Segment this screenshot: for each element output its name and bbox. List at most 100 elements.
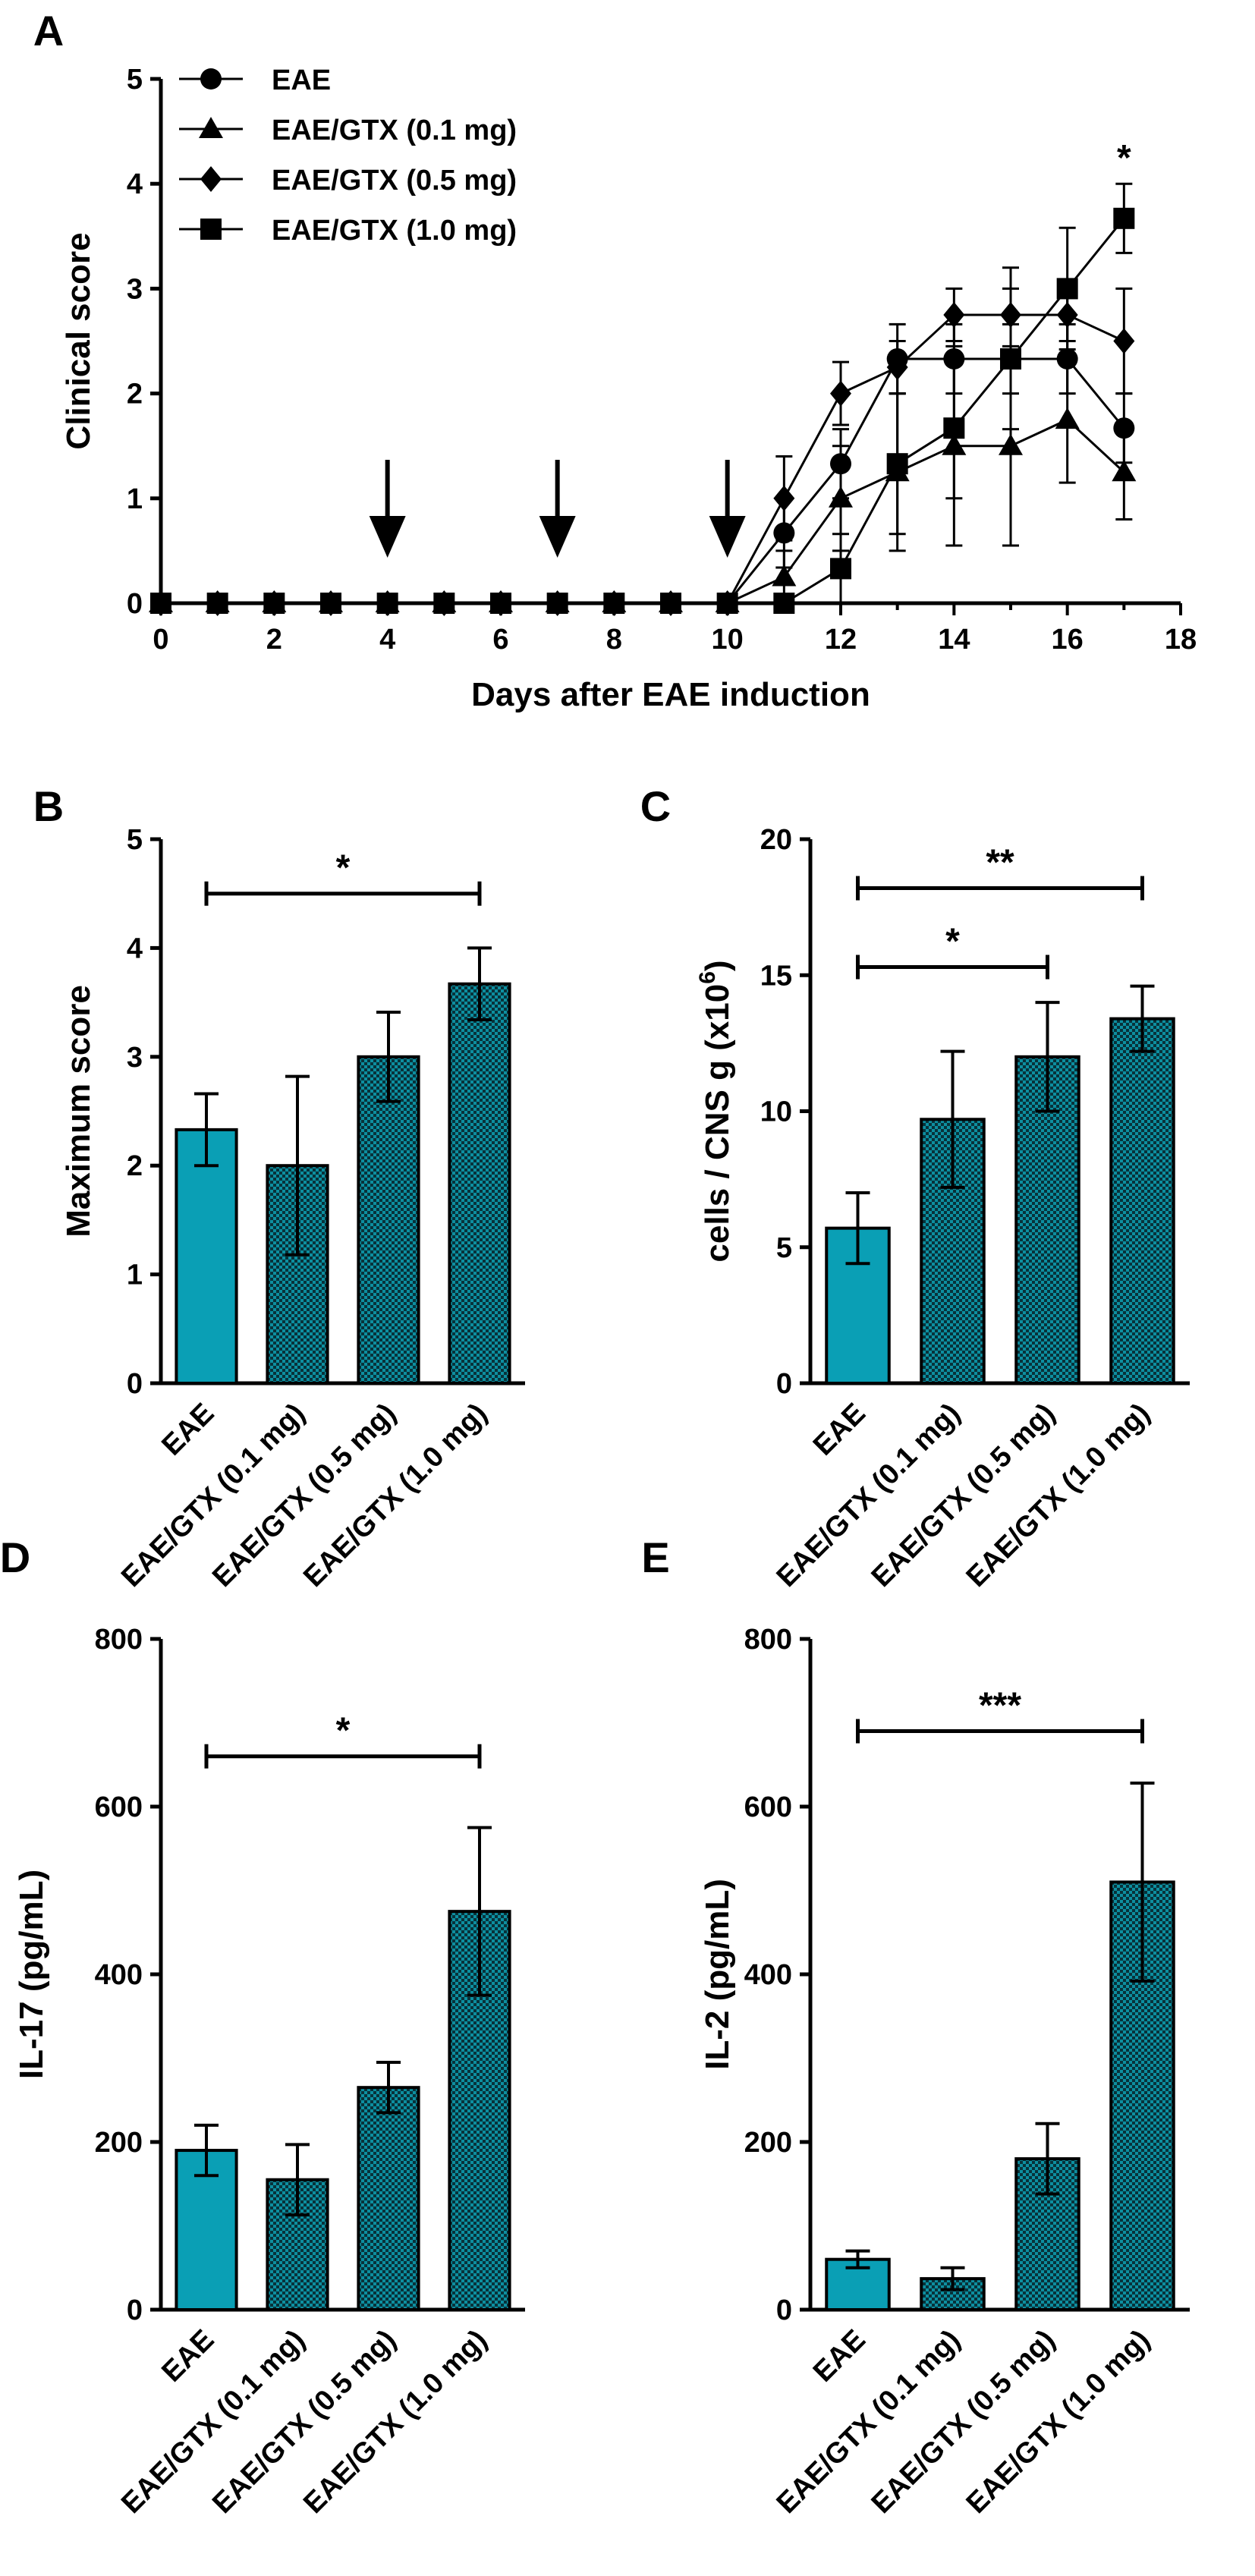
data-point-square	[886, 453, 908, 475]
y-axis-title-close-c: )	[699, 960, 736, 971]
y-tick-label-c: 10	[760, 1096, 792, 1128]
data-point-square	[1000, 348, 1021, 370]
x-tick-label-c: EAE/GTX (0.1 mg)	[771, 1398, 967, 1593]
x-tick-label-c: EAE/GTX (1.0 mg)	[961, 1398, 1156, 1593]
treatment-arrow-head	[369, 516, 406, 558]
data-point-square	[660, 593, 681, 614]
x-tick-label-e: EAE/GTX (0.5 mg)	[866, 2324, 1062, 2520]
y-tick-label-a: 2	[127, 379, 143, 410]
y-tick-label-c: 15	[760, 960, 792, 992]
data-point-square	[830, 558, 851, 580]
x-tick-label-e: EAE/GTX (0.1 mg)	[771, 2324, 967, 2520]
significance-star-e: ***	[979, 1686, 1021, 1726]
y-tick-label-e: 600	[744, 1791, 792, 1823]
x-tick-label-e: EAE/GTX (1.0 mg)	[961, 2324, 1156, 2520]
x-tick-label-a: 0	[153, 624, 168, 656]
bar-d	[357, 2086, 420, 2312]
y-tick-label-d: 400	[95, 1959, 143, 1991]
y-axis-title-sup-c: 6	[695, 971, 720, 984]
series-line-3	[161, 217, 1125, 605]
y-tick-label-d: 0	[127, 2294, 143, 2326]
data-point-diamond	[773, 485, 795, 511]
data-point-triangle	[772, 565, 797, 587]
data-point-diamond	[886, 354, 908, 381]
y-axis-title-e: IL-2 (pg/mL)	[699, 1879, 736, 2070]
y-tick-label-d: 600	[95, 1791, 143, 1823]
y-tick-label-b: 1	[127, 1260, 143, 1291]
y-tick-label-b: 2	[127, 1150, 143, 1182]
panel-letter-d: D	[0, 1533, 30, 1581]
legend-marker-circle	[200, 68, 222, 90]
y-tick-label-a: 3	[127, 273, 143, 305]
y-tick-label-a: 1	[127, 483, 143, 515]
y-tick-label-c: 5	[776, 1232, 792, 1264]
data-point-square	[943, 417, 965, 439]
data-point-triangle	[1055, 407, 1080, 429]
y-tick-label-a: 0	[127, 588, 143, 620]
y-tick-label-e: 800	[744, 1624, 792, 1656]
legend-marker-square	[200, 219, 222, 240]
x-tick-label-a: 2	[266, 624, 282, 656]
significance-star-b: *	[336, 848, 351, 889]
data-point-square	[546, 593, 568, 614]
y-tick-label-b: 0	[127, 1368, 143, 1400]
y-axis-title-b: Maximum score	[60, 985, 97, 1238]
bar-b	[448, 982, 511, 1386]
x-tick-label-c: EAE	[807, 1398, 872, 1462]
bar-b	[357, 1055, 420, 1386]
y-tick-label-b: 3	[127, 1042, 143, 1074]
y-axis-title-c: cells / CNS g (x106)	[695, 960, 736, 1262]
treatment-arrow-head	[709, 516, 746, 558]
data-point-diamond	[943, 301, 965, 328]
x-tick-label-b: EAE	[156, 1398, 220, 1462]
data-point-square	[320, 593, 341, 614]
y-tick-label-c: 20	[760, 824, 792, 856]
y-tick-label-a: 5	[127, 64, 143, 96]
legend-label: EAE/GTX (1.0 mg)	[272, 215, 517, 247]
x-tick-label-e: EAE	[807, 2324, 872, 2389]
series-line-1	[161, 418, 1125, 605]
x-axis-title-a: Days after EAE induction	[471, 676, 870, 713]
panel-letter-e: E	[641, 1533, 669, 1581]
x-tick-label-d: EAE	[156, 2324, 220, 2389]
panel-letter-a: A	[33, 7, 64, 55]
legend-label: EAE	[272, 64, 331, 96]
significance-star-c: *	[945, 921, 960, 961]
data-point-triangle	[999, 433, 1023, 455]
y-tick-label-a: 4	[127, 168, 143, 200]
data-point-square	[603, 593, 625, 614]
data-point-triangle	[1112, 460, 1137, 482]
y-axis-title-d: IL-17 (pg/mL)	[13, 1870, 50, 2079]
data-point-square	[490, 593, 511, 614]
y-tick-label-d: 200	[95, 2127, 143, 2159]
y-tick-label-b: 4	[127, 933, 143, 964]
panel-letter-c: C	[640, 782, 671, 830]
data-point-square	[773, 593, 795, 614]
bar-c	[1109, 1017, 1175, 1385]
data-point-square	[433, 593, 455, 614]
data-point-square	[376, 593, 398, 614]
data-point-square	[263, 593, 285, 614]
x-tick-label-a: 8	[606, 624, 622, 656]
x-tick-label-a: 18	[1165, 624, 1197, 656]
y-tick-label-e: 0	[776, 2294, 792, 2326]
panel-letter-b: B	[33, 782, 64, 830]
x-tick-label-a: 12	[825, 624, 857, 656]
data-point-diamond	[1113, 328, 1135, 354]
bar-b	[175, 1128, 238, 1386]
data-point-square	[716, 593, 738, 614]
y-tick-label-b: 5	[127, 824, 143, 856]
significance-star-a: *	[1117, 138, 1131, 178]
y-tick-label-e: 200	[744, 2127, 792, 2159]
legend-label: EAE/GTX (0.1 mg)	[272, 115, 517, 146]
significance-star-c: **	[986, 843, 1014, 883]
treatment-arrow-head	[539, 516, 576, 558]
x-tick-label-a: 16	[1052, 624, 1084, 656]
y-tick-label-c: 0	[776, 1368, 792, 1400]
y-axis-title-a: Clinical score	[60, 232, 97, 449]
legend-marker-triangle	[199, 117, 223, 138]
y-axis-title-text-c: cells / CNS g (x10	[699, 984, 736, 1263]
y-tick-label-d: 800	[95, 1624, 143, 1656]
y-tick-label-e: 400	[744, 1959, 792, 1991]
